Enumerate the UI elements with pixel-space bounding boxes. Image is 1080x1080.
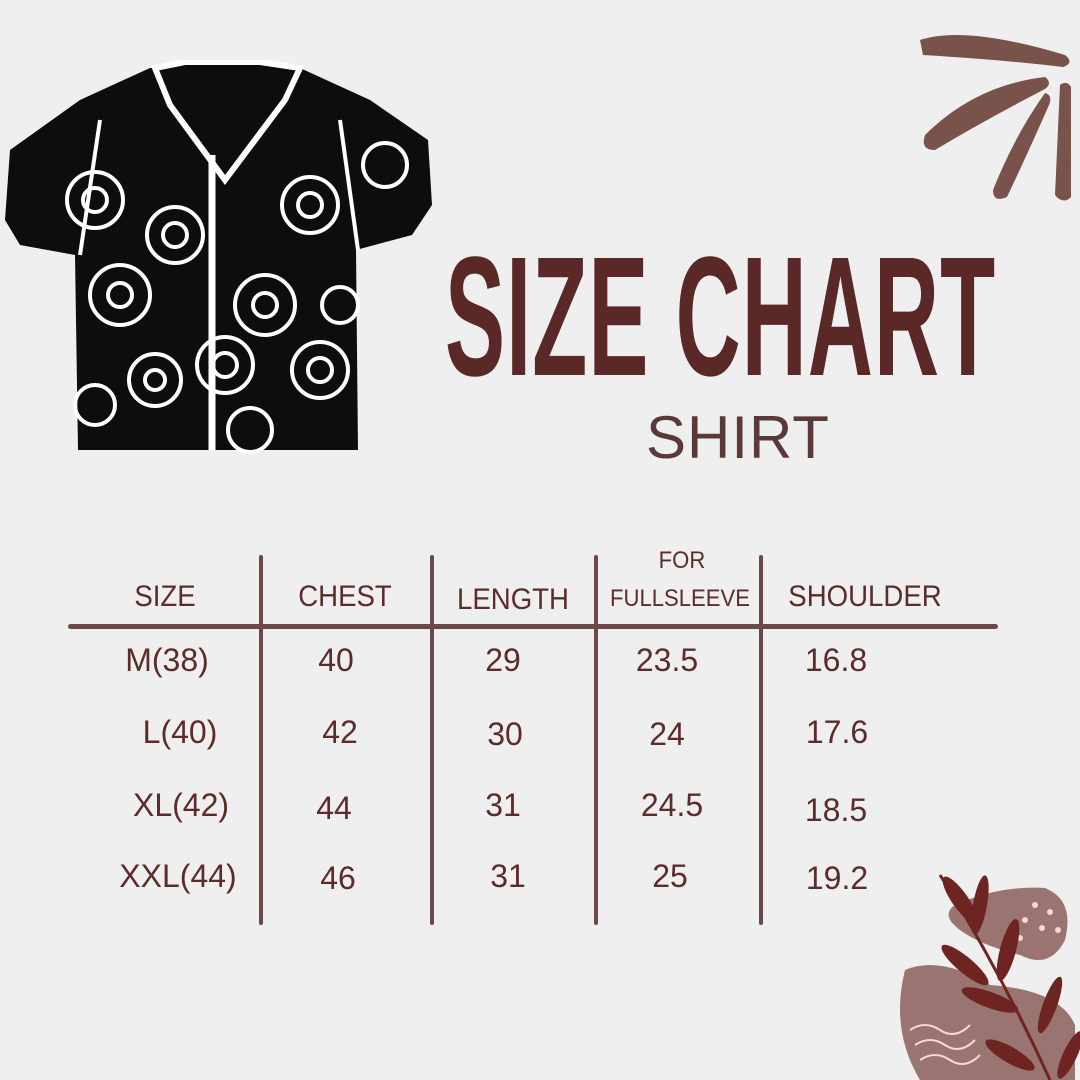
header-divider [68,624,998,629]
cell-length: 29 [485,642,521,678]
page-title: SIZE CHART [445,222,997,412]
column-divider [594,555,598,925]
cell-shoulder: 17.6 [805,714,869,750]
cell-shoulder: 19.2 [805,860,869,896]
cell-size: M(38) [125,642,209,678]
cell-length: 30 [487,716,523,752]
cell-size: XL(42) [132,787,230,823]
cell-chest: 42 [322,714,358,750]
cell-fullsleeve: 24 [649,716,685,752]
cell-chest: 40 [318,642,354,678]
header-for: FOR [658,547,706,574]
header-chest: CHEST [298,580,392,613]
cell-size: L(40) [142,714,218,750]
leaf-blob-decoration [900,874,1080,1080]
column-divider [430,555,434,925]
cell-fullsleeve: 24.5 [640,787,704,823]
cell-chest: 44 [316,790,352,826]
page-subtitle: SHIRT [646,404,830,471]
header-length: LENGTH [457,583,569,616]
cell-chest: 46 [320,860,356,896]
cell-fullsleeve: 25 [652,858,688,894]
cell-length: 31 [490,858,526,894]
brush-strokes-decoration [920,35,1071,201]
column-divider [259,555,263,925]
cell-size: XXL(44) [119,858,237,894]
header-fullsleeve: FULLSLEEVE [610,585,750,612]
column-divider [759,555,763,925]
header-size: SIZE [134,580,196,613]
cell-shoulder: 18.5 [804,792,868,828]
cell-fullsleeve: 23.5 [635,642,699,678]
cell-length: 31 [485,787,521,823]
header-shoulder: SHOULDER [788,580,942,613]
shirt-illustration [5,60,432,454]
cell-shoulder: 16.8 [804,642,868,678]
